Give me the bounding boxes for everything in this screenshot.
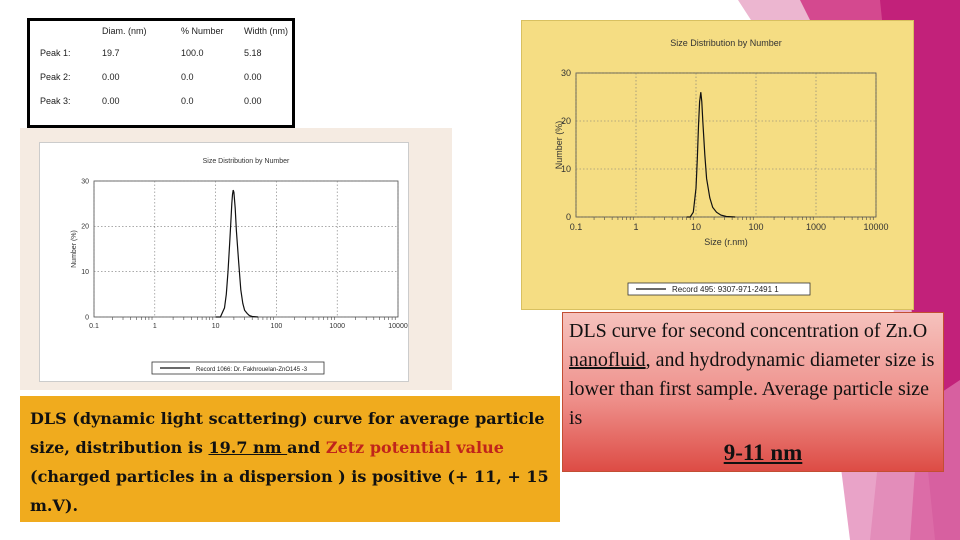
legend-entry: Record 495: 9307-971-2491 1 bbox=[672, 285, 779, 294]
table-cell: 100.0 bbox=[181, 48, 204, 58]
table-cell: 0.00 bbox=[244, 72, 262, 82]
y-tick-label: 30 bbox=[561, 68, 571, 78]
y-tick-label: 20 bbox=[81, 224, 89, 231]
series-line bbox=[215, 189, 259, 318]
table-header-cell: Width (nm) bbox=[244, 26, 289, 36]
caption-second-sample: DLS curve for second concentration of Zn… bbox=[562, 312, 944, 472]
x-tick-label: 10000 bbox=[388, 323, 408, 330]
table-cell: 0.00 bbox=[244, 96, 262, 106]
x-tick-label: 0.1 bbox=[89, 323, 99, 330]
table-row: Peak 3: 0.00 0.0 0.00 bbox=[30, 89, 288, 113]
x-tick-label: 1000 bbox=[806, 222, 826, 232]
y-tick-label: 0 bbox=[85, 314, 89, 321]
y-tick-label: 10 bbox=[81, 269, 89, 276]
x-axis-label: Size (r.nm) bbox=[704, 237, 748, 247]
chart2-panel: Size Distribution by Number 0.1 1 10 100 1000… bbox=[521, 20, 914, 310]
table-cell: Peak 3: bbox=[40, 96, 71, 106]
plot-area-frame bbox=[575, 72, 877, 218]
caption-first-sample: DLS (dynamic light scattering) curve for… bbox=[20, 396, 560, 522]
caption1-size-value: 19.7 nm bbox=[208, 438, 288, 457]
caption2-nanofluid: nanofluid bbox=[569, 349, 646, 371]
y-tick-label: 20 bbox=[561, 116, 571, 126]
caption1-text: and bbox=[287, 438, 326, 457]
x-tick-label: 10 bbox=[212, 323, 220, 330]
legend-box bbox=[627, 282, 811, 296]
y-axis-label: Number (%) bbox=[554, 121, 564, 170]
legend-entry: Record 1066: Dr. Fakhrouelan-ZnO145 -3 bbox=[196, 367, 308, 373]
x-tick-label: 1 bbox=[153, 323, 157, 330]
caption2-text: , and hydrodynamic diameter size is lowe… bbox=[569, 349, 935, 429]
peak-results-table: Diam. (nm) % Number Width (nm) Peak 1: 1… bbox=[30, 21, 288, 113]
caption1-zeta-term: Zetz potential value bbox=[325, 438, 504, 457]
x-tick-label: 0.1 bbox=[570, 222, 583, 232]
table-cell: 0.00 bbox=[102, 72, 120, 82]
table-header-row: Diam. (nm) % Number Width (nm) bbox=[30, 21, 288, 41]
legend-box bbox=[151, 361, 325, 375]
table-cell: 19.7 bbox=[102, 48, 120, 58]
x-tick-label: 1 bbox=[633, 222, 638, 232]
caption2-text: DLS curve for second concentration of Zn… bbox=[569, 320, 928, 342]
caption1-text: DLS (dynamic light scattering) curve for… bbox=[30, 409, 545, 457]
table-header-cell: Diam. (nm) bbox=[102, 26, 147, 36]
table-cell: Peak 2: bbox=[40, 72, 71, 82]
series-line bbox=[686, 92, 736, 218]
table-row: Peak 1: 19.7 100.0 5.18 bbox=[30, 41, 288, 65]
plot-area-frame bbox=[93, 180, 399, 318]
chart-title: Size Distribution by Number bbox=[203, 158, 290, 165]
x-tick-label: 100 bbox=[271, 323, 283, 330]
caption2-size-value: 9-11 nm bbox=[723, 440, 803, 465]
x-tick-label: 100 bbox=[748, 222, 763, 232]
table-header-cell: % Number bbox=[181, 26, 224, 36]
y-tick-label: 30 bbox=[81, 178, 89, 185]
y-tick-label: 10 bbox=[561, 164, 571, 174]
caption1-text: (charged particles in a dispersion ) is … bbox=[30, 467, 549, 515]
table-header-cell bbox=[30, 21, 102, 41]
table-cell: Peak 1: bbox=[40, 48, 71, 58]
peak-table: Diam. (nm) % Number Width (nm) Peak 1: 1… bbox=[27, 18, 295, 128]
x-tick-label: 10000 bbox=[863, 222, 888, 232]
y-tick-label: 0 bbox=[566, 212, 571, 222]
y-axis-label: Number (%) bbox=[71, 230, 78, 268]
table-cell: 5.18 bbox=[244, 48, 262, 58]
chart1-card: Size Distribution by Number 0.1 1 10 100 1000… bbox=[39, 142, 409, 382]
table-cell: 0.0 bbox=[181, 96, 194, 106]
x-tick-label: 10 bbox=[691, 222, 701, 232]
x-tick-label: 1000 bbox=[329, 323, 345, 330]
table-row: Peak 2: 0.00 0.0 0.00 bbox=[30, 65, 288, 89]
table-cell: 0.00 bbox=[102, 96, 120, 106]
table-cell: 0.0 bbox=[181, 72, 194, 82]
chart-title: Size Distribution by Number bbox=[670, 38, 782, 48]
